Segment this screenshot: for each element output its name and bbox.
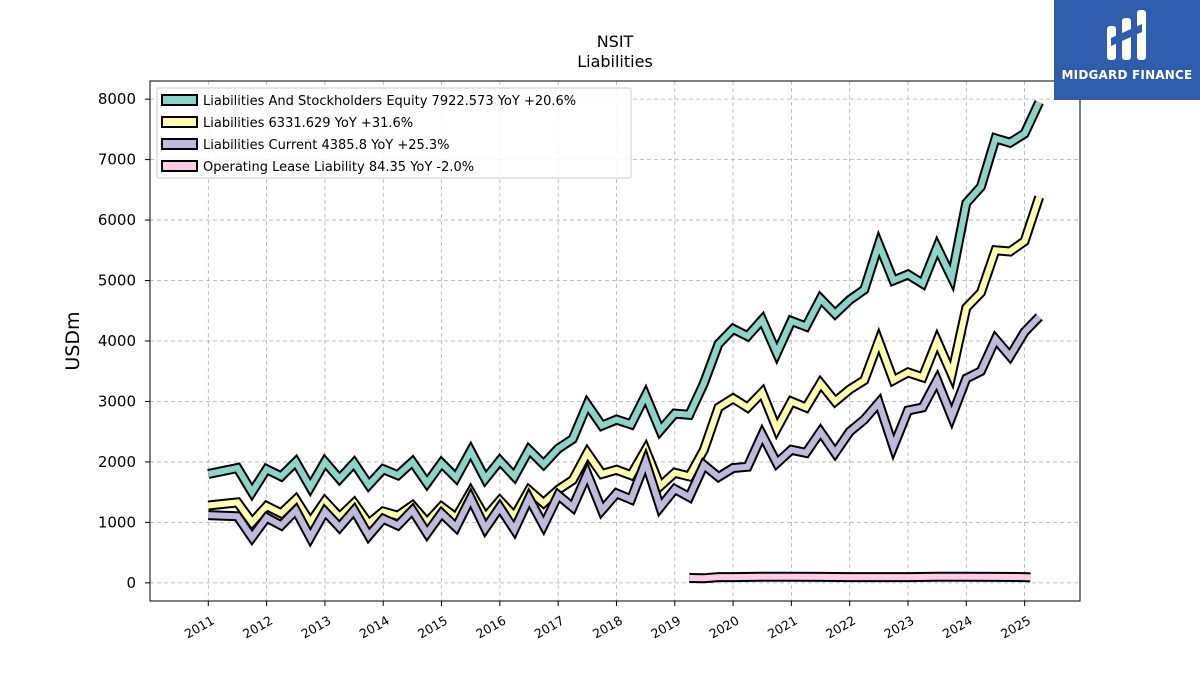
- legend-entry: Liabilities And Stockholders Equity 7922…: [203, 94, 576, 109]
- y-axis-label: USDm: [62, 311, 84, 370]
- series-line: [208, 314, 1042, 544]
- y-tick-label: 3000: [98, 392, 136, 410]
- y-tick-label: 6000: [98, 211, 136, 229]
- chart-title: NSIT: [597, 32, 634, 51]
- legend-entry: Liabilities Current 4385.8 YoY +25.3%: [203, 138, 450, 153]
- x-tick-label: 2021: [765, 613, 800, 642]
- legend-swatch: [161, 116, 198, 128]
- legend-entry: Liabilities 6331.629 YoY +31.6%: [203, 116, 413, 131]
- y-tick-label: 8000: [98, 90, 136, 108]
- y-tick-label: 1000: [98, 513, 136, 531]
- midgard-logo-icon: [1107, 10, 1146, 60]
- series-2: [208, 313, 1043, 548]
- x-tick-label: 2012: [240, 613, 275, 642]
- x-tick-label: 2013: [298, 613, 333, 642]
- x-tick-label: 2022: [823, 613, 858, 642]
- x-tick-label: 2016: [473, 613, 508, 642]
- legend-swatch: [161, 160, 198, 172]
- y-tick-label: 5000: [98, 272, 136, 290]
- series-layer: [207, 100, 1044, 584]
- legend-swatch: [161, 138, 198, 150]
- y-tick-label: 2000: [98, 453, 136, 471]
- plot-frame: [149, 80, 1081, 602]
- x-tick-label: 2011: [182, 613, 217, 642]
- x-tick-label: 2024: [940, 613, 975, 642]
- x-tick-label: 2020: [707, 613, 742, 642]
- series-0: [207, 100, 1044, 502]
- y-tick-label: 7000: [98, 151, 136, 169]
- legend: Liabilities And Stockholders Equity 7922…: [156, 87, 632, 179]
- chart-subtitle: Liabilities: [577, 52, 653, 71]
- y-tick-label: 0: [126, 574, 136, 592]
- x-axis-ticks: 2011 2012 2013 2014 2015 2016 2017 2018 2019 2020…: [182, 601, 1033, 642]
- series-line: [689, 573, 1031, 582]
- legend-entry: Operating Lease Liability 84.35 YoY -2.0…: [203, 160, 474, 175]
- x-tick-label: 2023: [881, 613, 916, 642]
- series-line: [207, 100, 1042, 498]
- brand-logo: MIDGARD FINANCE: [1054, 0, 1200, 100]
- x-tick-label: 2015: [415, 613, 450, 642]
- legend-box: [156, 87, 632, 179]
- x-tick-label: 2025: [998, 613, 1033, 642]
- series-3: [689, 571, 1031, 584]
- x-tick-label: 2019: [648, 613, 683, 642]
- y-axis-ticks: 0 1000 2000 3000 4000 5000 6000 7000 8000: [98, 90, 150, 592]
- x-tick-label: 2018: [590, 613, 625, 642]
- x-tick-label: 2014: [357, 613, 392, 642]
- y-tick-label: 4000: [98, 332, 136, 350]
- brand-name: MIDGARD FINANCE: [1061, 68, 1193, 82]
- x-tick-label: 2017: [532, 613, 567, 642]
- legend-swatch: [161, 94, 198, 106]
